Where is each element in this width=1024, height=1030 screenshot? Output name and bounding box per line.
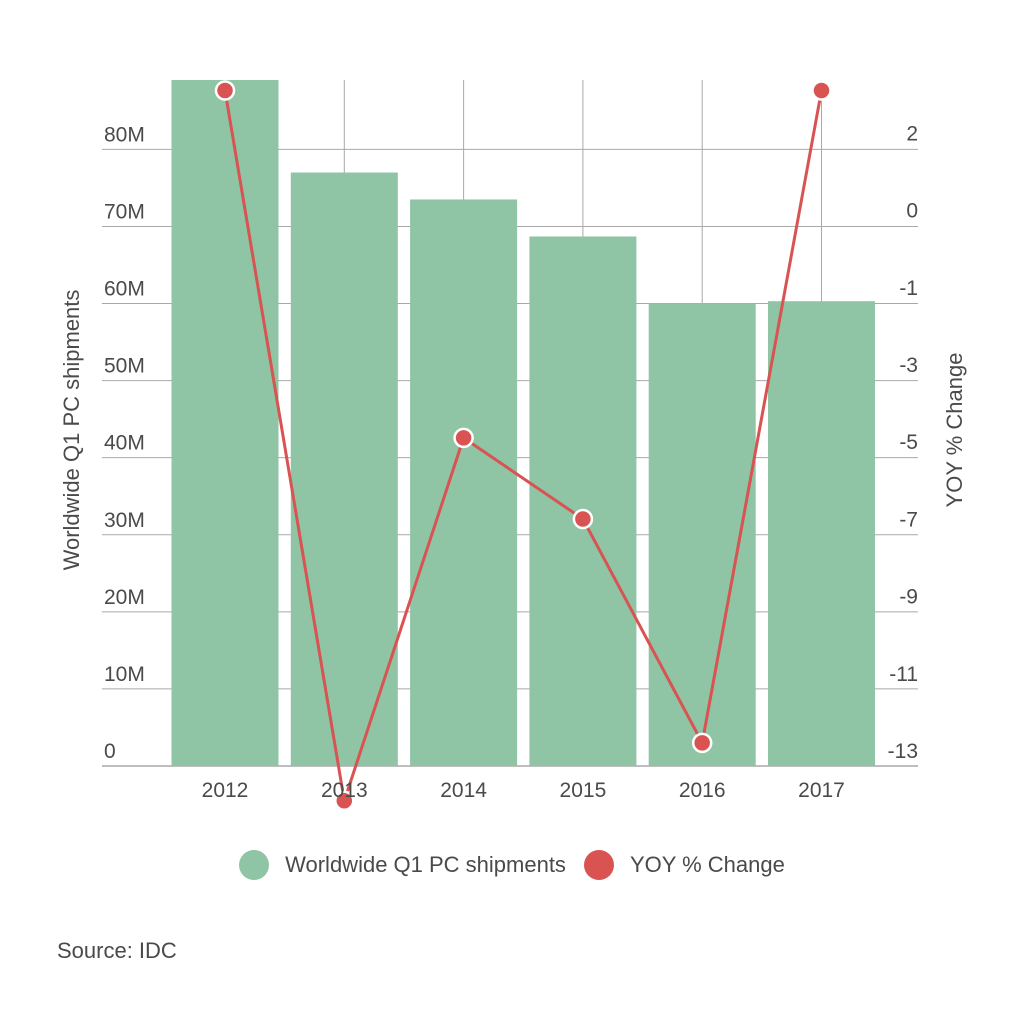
left-tick-label: 20M xyxy=(104,586,145,609)
yoy-point-2015[interactable] xyxy=(572,508,594,530)
right-tick-label: -1 xyxy=(899,277,918,300)
right-tick-label: -5 xyxy=(899,431,918,454)
right-tick-label: 2 xyxy=(906,122,918,145)
yoy-point-2014[interactable] xyxy=(453,427,474,449)
bar-2012[interactable] xyxy=(171,80,279,766)
left-axis-ticks: 0 10M 20M 30M 40M 50M 60M 70M 80M xyxy=(104,123,145,763)
left-axis-title: Worldwide Q1 PC shipments xyxy=(59,290,84,571)
yoy-point-2013[interactable] xyxy=(334,790,355,811)
legend-label-yoy: YOY % Change xyxy=(629,852,785,877)
legend-item-shipments[interactable]: Worldwide Q1 PC shipments xyxy=(239,850,566,880)
right-tick-label: -3 xyxy=(899,354,918,377)
left-tick-label: 50M xyxy=(104,355,145,378)
left-tick-label: 10M xyxy=(104,663,145,686)
left-tick-label: 0 xyxy=(104,740,116,763)
left-tick-label: 60M xyxy=(104,278,145,301)
right-axis-ticks: -13 -11 -9 -7 -5 -3 -1 0 2 xyxy=(888,122,918,763)
yoy-point-2017[interactable] xyxy=(811,80,832,101)
left-tick-label: 40M xyxy=(104,432,145,455)
right-tick-label: -7 xyxy=(899,508,918,531)
legend: Worldwide Q1 PC shipments YOY % Change xyxy=(0,843,1024,887)
x-tick-label: 2014 xyxy=(440,779,487,802)
legend-item-yoy[interactable]: YOY % Change xyxy=(583,850,785,880)
right-tick-label: -9 xyxy=(899,586,918,609)
left-tick-label: 70M xyxy=(104,200,145,223)
right-tick-label: -11 xyxy=(889,663,918,686)
x-tick-label: 2013 xyxy=(321,779,368,802)
x-axis-ticks: 2012 2013 2014 2015 2016 2017 xyxy=(202,779,845,802)
line-series xyxy=(214,80,832,811)
bar-2015[interactable] xyxy=(529,236,637,766)
left-tick-label: 80M xyxy=(104,123,145,146)
x-tick-label: 2015 xyxy=(560,779,607,802)
yoy-point-2012[interactable] xyxy=(214,80,236,101)
right-axis-title: YOY % Change xyxy=(942,353,967,508)
bar-series xyxy=(171,80,875,766)
legend-label-shipments: Worldwide Q1 PC shipments xyxy=(285,852,566,877)
bar-2017[interactable] xyxy=(768,301,875,766)
yoy-point-2016[interactable] xyxy=(691,732,713,754)
bar-2013[interactable] xyxy=(290,172,398,766)
chart: 0 10M 20M 30M 40M 50M 60M 70M 80M -13 -11 -9 -7 -5 -3… xyxy=(59,80,967,811)
source-note: Source: IDC xyxy=(57,938,177,963)
left-tick-label: 30M xyxy=(104,509,145,532)
x-tick-label: 2017 xyxy=(798,779,845,802)
legend-swatch-shipments xyxy=(239,850,270,880)
bar-2014[interactable] xyxy=(410,199,518,766)
x-tick-label: 2012 xyxy=(202,779,249,802)
bar-2016[interactable] xyxy=(648,303,756,766)
right-tick-label: 0 xyxy=(906,200,918,223)
legend-swatch-yoy xyxy=(583,850,614,880)
right-tick-label: -13 xyxy=(888,740,918,763)
yoy-line xyxy=(223,90,823,803)
x-tick-label: 2016 xyxy=(679,779,726,802)
